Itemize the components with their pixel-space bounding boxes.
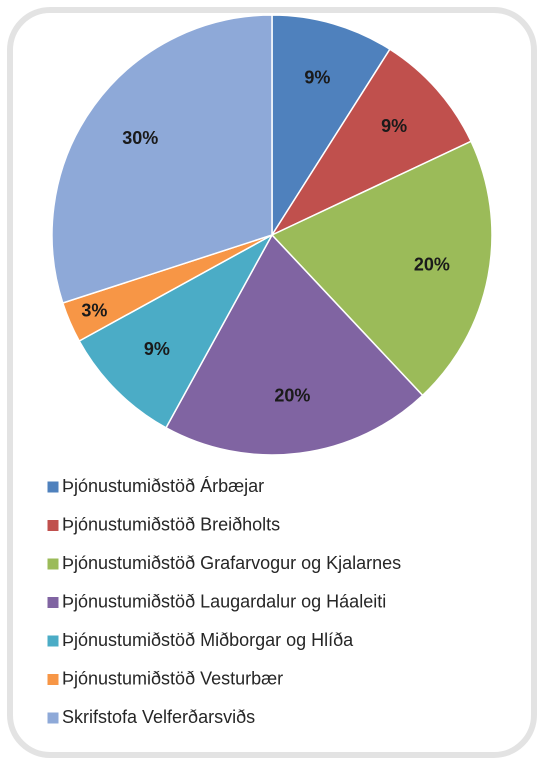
- pie-slice: [164, 233, 424, 456]
- data-label: 20%: [274, 385, 310, 405]
- pie-slice: [270, 140, 493, 397]
- legend-swatch: [46, 634, 60, 648]
- pie-slice: [51, 14, 273, 304]
- legend-label: Þjónustumiðstöð Miðborgar og Hlíða: [62, 630, 354, 650]
- pie-slice: [269, 48, 473, 237]
- legend-swatch: [46, 557, 60, 571]
- data-label: 3%: [81, 301, 107, 321]
- legend-label: Þjónustumiðstöð Laugardalur og Háaleiti: [62, 591, 386, 611]
- data-label: 20%: [414, 254, 450, 274]
- legend-label: Þjónustumiðstöð Breiðholts: [62, 514, 280, 534]
- legend-swatch: [46, 480, 60, 494]
- data-label: 30%: [122, 128, 158, 148]
- pie-slice: [78, 233, 274, 429]
- legend-swatch: [46, 519, 60, 532]
- legend-label: Þjónustumiðstöð Grafarvogur og Kjalarnes: [62, 553, 401, 573]
- legend-swatch: [46, 711, 60, 725]
- data-label: 9%: [381, 116, 407, 136]
- data-label: 9%: [304, 67, 330, 87]
- legend-label: Þjónustumiðstöð Árbæjar: [62, 476, 264, 496]
- legend-swatch: [46, 596, 60, 609]
- legend-label: Skrifstofa Velferðarsviðs: [62, 707, 255, 727]
- data-label: 9%: [144, 339, 170, 359]
- pie-slice: [271, 14, 391, 238]
- legend-swatch: [46, 673, 60, 686]
- legend-label: Þjónustumiðstöð Vesturbær: [62, 668, 283, 688]
